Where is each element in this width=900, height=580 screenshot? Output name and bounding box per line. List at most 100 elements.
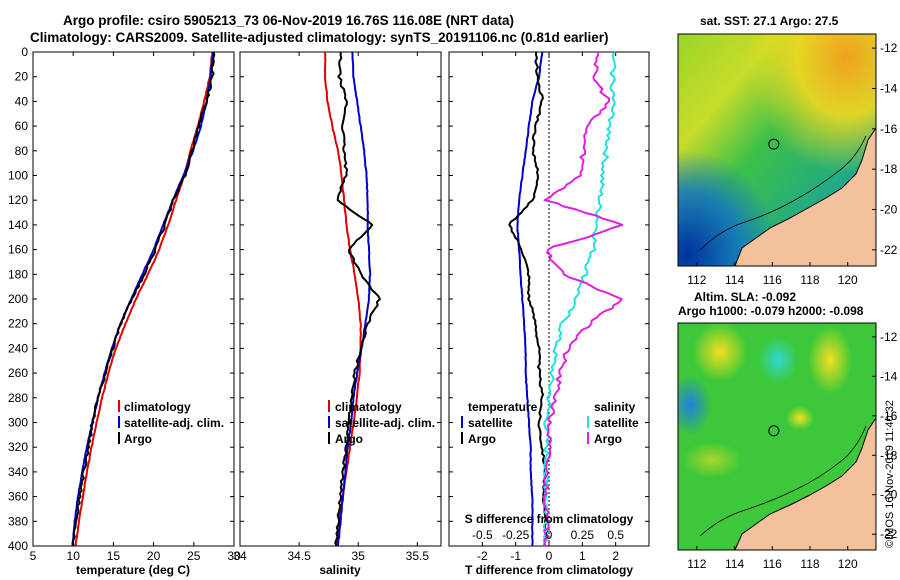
- t-difference-xlabel: T difference from climatology: [465, 563, 633, 577]
- x-tick-label: 34.5: [287, 549, 311, 563]
- series-line-temperature-satellite: [516, 51, 544, 547]
- map-lon-tick-label: 118: [800, 557, 819, 571]
- series-line-argo: [334, 51, 381, 547]
- depth-tick-label: 200: [8, 292, 28, 306]
- x-tick-label: 34: [233, 549, 247, 563]
- legend-climatology: climatology: [335, 400, 402, 414]
- depth-tick-label: 60: [15, 119, 29, 133]
- legend-climatology: climatology: [124, 400, 191, 414]
- s-diff-tick-label: 0.25: [571, 528, 595, 542]
- salinity-panel-frame: [239, 51, 442, 547]
- sla-map-title-2: Argo h1000: -0.079 h2000: -0.098: [678, 304, 864, 318]
- depth-tick-label: 280: [8, 391, 28, 405]
- s-diff-tick-label: -0.25: [502, 528, 530, 542]
- depth-tick-label: 20: [15, 70, 29, 84]
- map-lat-tick-label: -20: [880, 488, 898, 502]
- map-lat-tick-label: -20: [880, 203, 898, 217]
- x-tick-label: 0: [546, 549, 553, 563]
- sla-map-title-1: Altim. SLA: -0.092: [694, 290, 796, 304]
- s-diff-tick-label: 0: [546, 528, 553, 542]
- depth-tick-label: 80: [15, 144, 29, 158]
- temperature-panel-frame: [32, 51, 235, 547]
- map-lon-tick-label: 112: [687, 557, 706, 571]
- map-lon-tick-label: 116: [763, 557, 782, 571]
- sla-map: [678, 323, 876, 550]
- sla-high-small: [786, 406, 814, 430]
- map-lat-tick-label: -12: [880, 330, 898, 344]
- profile-series: [71, 51, 624, 547]
- legend-t-argo: Argo: [468, 432, 496, 446]
- title-line-1: Argo profile: csiro 5905213_73 06-Nov-20…: [63, 13, 514, 28]
- x-tick-label: 20: [147, 549, 161, 563]
- map-lat-tick-label: -16: [880, 409, 898, 423]
- map-lat-tick-label: -12: [880, 41, 898, 55]
- sla-map-frame: [677, 322, 877, 551]
- map-lon-tick-label: 112: [687, 273, 706, 287]
- series-line-salinity-satellite: [542, 51, 617, 547]
- s-diff-tick-label: -0.5: [472, 528, 493, 542]
- s-difference-xlabel: S difference from climatology: [465, 512, 634, 526]
- tick-marks: [32, 51, 649, 547]
- legend-satellite: satellite-adj. clim.: [335, 416, 435, 430]
- x-tick-label: -2: [477, 549, 488, 563]
- depth-tick-label: 400: [8, 539, 28, 553]
- sla-low-centre: [758, 336, 798, 384]
- depth-tick-labels: 0 20 40 60 80 100 120 140 160 180 200 220 240 260 280 3…: [8, 45, 28, 553]
- sst-argo-position-marker: [768, 138, 780, 150]
- map-lat-tick-label: -22: [880, 527, 898, 541]
- depth-tick-label: 180: [8, 267, 28, 281]
- salinity-xlabel: salinity: [319, 563, 361, 577]
- map-lat-tick-label: -16: [880, 122, 898, 136]
- legend-s-satellite: satellite: [594, 416, 639, 430]
- depth-tick-label: 140: [8, 218, 28, 232]
- sst-map-title: sat. SST: 27.1 Argo: 27.5: [700, 14, 839, 28]
- temperature-legend: climatology satellite-adj. clim. Argo: [118, 400, 224, 446]
- x-tick-label: 2: [612, 549, 619, 563]
- s-diff-tick-label: 0.5: [607, 528, 624, 542]
- x-tick-label: 10: [67, 549, 81, 563]
- depth-tick-label: 220: [8, 317, 28, 331]
- sla-low-west: [678, 375, 712, 435]
- depth-tick-label: 160: [8, 243, 28, 257]
- legend-s-argo: Argo: [594, 432, 622, 446]
- temperature-xlabel: temperature (deg C): [76, 563, 190, 577]
- depth-tick-label: 260: [8, 366, 28, 380]
- sst-land: [734, 127, 876, 266]
- x-tick-label: 35.5: [406, 549, 430, 563]
- series-line-satellite-adj-clim-: [336, 51, 372, 547]
- map-lat-tick-label: -18: [880, 162, 898, 176]
- map-lon-tick-label: 114: [725, 273, 744, 287]
- sla-high-east: [808, 326, 852, 394]
- title-line-2: Climatology: CARS2009. Satellite-adjuste…: [30, 30, 608, 45]
- map-lon-tick-label: 120: [838, 557, 858, 571]
- map-lon-tick-label: 118: [800, 273, 819, 287]
- depth-tick-label: 320: [8, 440, 28, 454]
- depth-tick-label: 100: [8, 169, 28, 183]
- series-line-satellite-adj-clim-: [71, 51, 214, 547]
- depth-tick-label: 360: [8, 490, 28, 504]
- depth-tick-label: 0: [21, 45, 28, 59]
- sla-land: [734, 417, 876, 550]
- legend-t-satellite: satellite: [468, 416, 513, 430]
- depth-tick-label: 240: [8, 341, 28, 355]
- map-lat-tick-label: -14: [880, 81, 898, 95]
- depth-tick-label: 300: [8, 416, 28, 430]
- x-tick-label: 25: [187, 549, 201, 563]
- sla-high-south: [682, 442, 742, 478]
- depth-tick-label: 120: [8, 193, 28, 207]
- x-tick-label: 1: [579, 549, 586, 563]
- x-tick-label: 5: [30, 549, 37, 563]
- sst-map: [678, 34, 876, 266]
- map-lat-tick-label: -18: [880, 448, 898, 462]
- sst-map-frame: [677, 33, 877, 267]
- difference-legend: temperature satellite Argo salinity sate…: [461, 400, 639, 446]
- legend-argo: Argo: [124, 432, 152, 446]
- x-tick-label: 35: [352, 549, 366, 563]
- map-lat-tick-label: -22: [880, 243, 898, 257]
- legend-salinity-header: salinity: [594, 400, 636, 414]
- series-line-argo: [71, 51, 216, 547]
- map-lon-tick-label: 116: [763, 273, 782, 287]
- x-tick-label: 15: [107, 549, 121, 563]
